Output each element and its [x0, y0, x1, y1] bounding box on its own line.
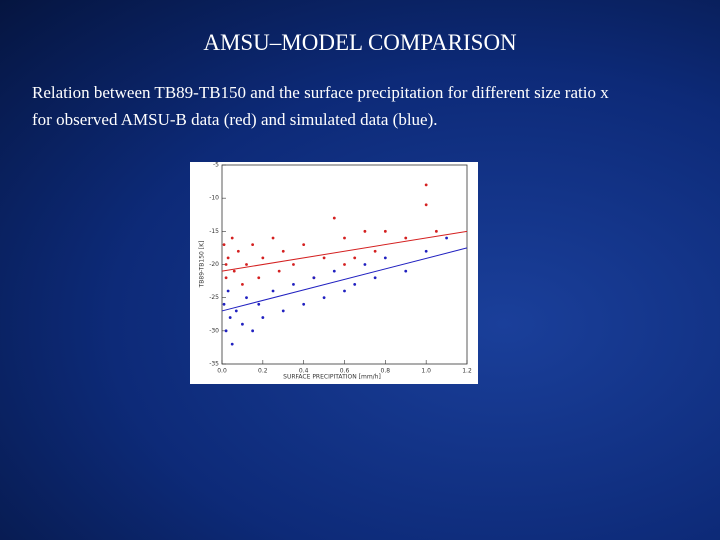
point	[332, 216, 336, 220]
point	[383, 256, 387, 260]
point	[261, 316, 265, 319]
x-tick-label: 0.0	[217, 368, 227, 375]
y-tick-label: -25	[209, 294, 219, 301]
point	[424, 249, 428, 253]
point	[251, 329, 255, 333]
point	[373, 249, 377, 253]
point	[277, 269, 281, 273]
point	[245, 263, 248, 266]
point	[271, 236, 275, 240]
point	[292, 263, 295, 266]
point	[404, 236, 408, 240]
point	[228, 316, 232, 319]
point	[343, 263, 346, 266]
point	[383, 229, 387, 233]
point	[236, 249, 240, 253]
point	[281, 309, 285, 313]
chart: SURFACE PRECIPITATION [mm/h] TB89-TB150 …	[190, 162, 478, 384]
point	[434, 229, 438, 233]
point	[241, 283, 244, 286]
point	[226, 289, 230, 293]
point	[343, 236, 346, 240]
point	[302, 243, 306, 246]
point	[363, 229, 367, 233]
body-text: for observed AMSU-B data (red) and simul…	[32, 110, 438, 129]
point	[261, 256, 265, 260]
point	[363, 263, 367, 266]
point	[222, 243, 226, 246]
point	[322, 296, 326, 300]
fit-line	[221, 247, 468, 312]
point	[230, 342, 234, 346]
point	[332, 269, 336, 273]
point	[271, 289, 275, 293]
y-axis-label: TB89-TB150 [K]	[199, 241, 206, 289]
y-tick-label: -10	[209, 195, 219, 202]
point	[292, 283, 295, 286]
x-axis-label: SURFACE PRECIPITATION [mm/h]	[283, 374, 381, 381]
x-tick-label: 1.0	[421, 368, 431, 375]
point	[224, 276, 228, 280]
point	[226, 256, 230, 260]
x-tick-label: 0.2	[258, 368, 268, 375]
y-tick-label: -35	[209, 361, 219, 368]
point	[257, 302, 261, 306]
y-tick-label: -20	[209, 261, 219, 268]
point	[224, 329, 228, 333]
point	[343, 289, 346, 293]
x-tick-label: 0.6	[340, 368, 350, 375]
point	[281, 249, 285, 253]
point	[424, 183, 428, 187]
point	[424, 203, 428, 207]
slide-title: AMSU–MODEL COMPARISON	[203, 30, 517, 55]
point	[353, 256, 357, 260]
point	[251, 243, 255, 246]
x-tick-label: 1.2	[462, 368, 472, 375]
point	[445, 236, 448, 240]
fit-line	[221, 230, 468, 272]
point	[234, 309, 238, 313]
y-tick-label: -5	[213, 162, 219, 169]
y-tick-label: -15	[209, 228, 219, 235]
point	[322, 256, 326, 260]
point	[404, 269, 408, 273]
chart-background	[190, 162, 478, 384]
body-text: Relation between TB89-TB150 and the surf…	[32, 83, 609, 102]
point	[245, 296, 248, 300]
y-tick-label: -30	[209, 327, 219, 334]
point	[373, 276, 377, 280]
point	[232, 269, 236, 273]
point	[230, 236, 234, 240]
point	[222, 302, 226, 306]
point	[257, 276, 261, 280]
point	[224, 263, 228, 266]
point	[241, 322, 244, 326]
point	[302, 302, 306, 306]
x-tick-label: 0.8	[381, 368, 391, 375]
point	[312, 276, 316, 280]
x-tick-label: 0.4	[299, 368, 309, 375]
point	[353, 283, 357, 286]
